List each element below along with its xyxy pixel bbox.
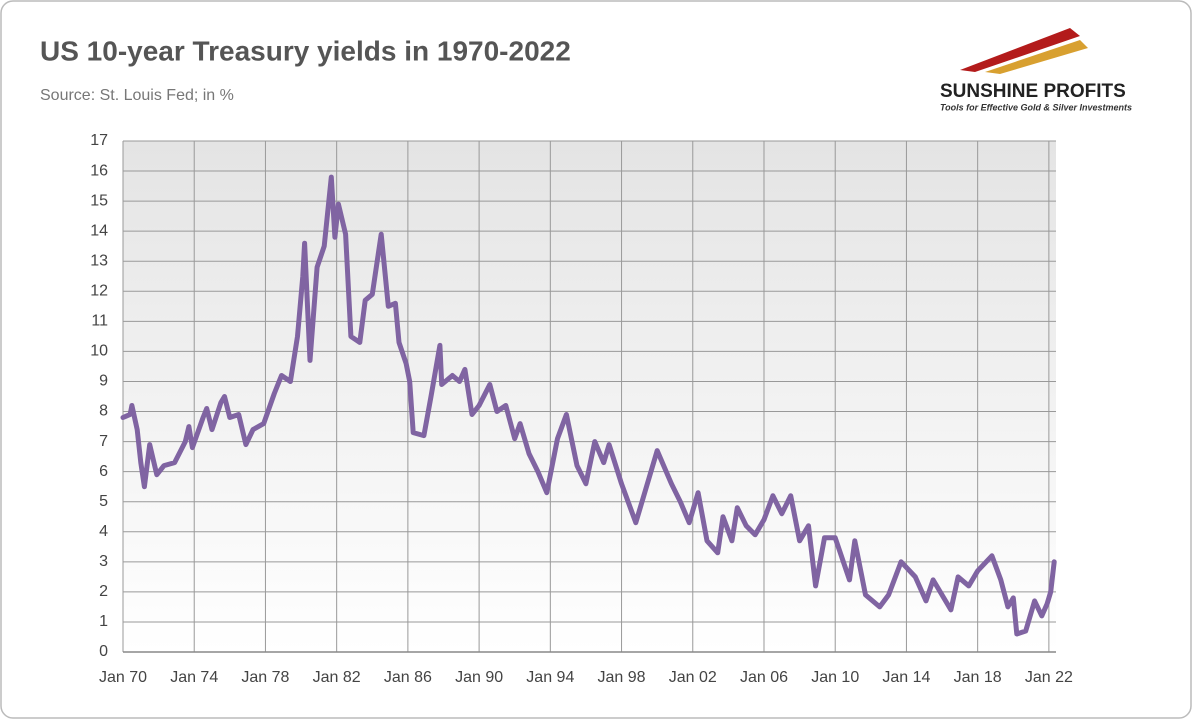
data-line: [120, 174, 1057, 637]
chart-title: US 10-year Treasury yields in 1970-2022: [40, 35, 571, 66]
logo-swoosh: [960, 28, 1080, 72]
y-tick-label: 9: [99, 373, 108, 390]
y-tick-label: 5: [99, 493, 108, 510]
logo-tagline: Tools for Effective Gold & Silver Invest…: [940, 102, 1132, 112]
x-tick-label: Jan 10: [811, 669, 859, 686]
y-tick-label: 1: [99, 613, 108, 630]
logo-swoosh: [985, 40, 1088, 74]
y-tick-label: 7: [99, 433, 108, 450]
y-tick-label: 11: [91, 313, 108, 330]
x-tick-label: Jan 78: [241, 669, 289, 686]
y-tick-label: 15: [90, 192, 108, 209]
x-tick-label: Jan 82: [313, 669, 361, 686]
x-tick-label: Jan 74: [170, 669, 218, 686]
y-tick-label: 4: [99, 523, 108, 540]
y-tick-label: 6: [99, 463, 108, 480]
x-tick-label: Jan 90: [455, 669, 503, 686]
x-tick-label: Jan 18: [954, 669, 1002, 686]
y-tick-label: 3: [99, 553, 108, 570]
y-tick-label: 0: [99, 643, 108, 660]
x-tick-label: Jan 22: [1025, 669, 1073, 686]
x-tick-label: Jan 86: [384, 669, 432, 686]
y-tick-label: 17: [90, 132, 108, 149]
x-tick-label: Jan 98: [598, 669, 646, 686]
x-tick-label: Jan 14: [882, 669, 930, 686]
y-tick-label: 12: [90, 283, 108, 300]
y-tick-label: 10: [90, 343, 108, 360]
y-tick-label: 2: [99, 583, 108, 600]
y-tick-label: 14: [90, 222, 108, 239]
y-tick-label: 8: [99, 403, 108, 420]
x-tick-label: Jan 94: [526, 669, 574, 686]
logo-name: SUNSHINE PROFITS: [940, 81, 1126, 102]
x-tick-label: Jan 06: [740, 669, 788, 686]
chart-subtitle: Source: St. Louis Fed; in %: [40, 87, 234, 104]
y-tick-label: 16: [90, 162, 108, 179]
x-tick-label: Jan 70: [99, 669, 147, 686]
x-tick-label: Jan 02: [669, 669, 717, 686]
logo: SUNSHINE PROFITS Tools for Effective Gol…: [940, 28, 1132, 112]
y-tick-label: 13: [90, 252, 108, 269]
